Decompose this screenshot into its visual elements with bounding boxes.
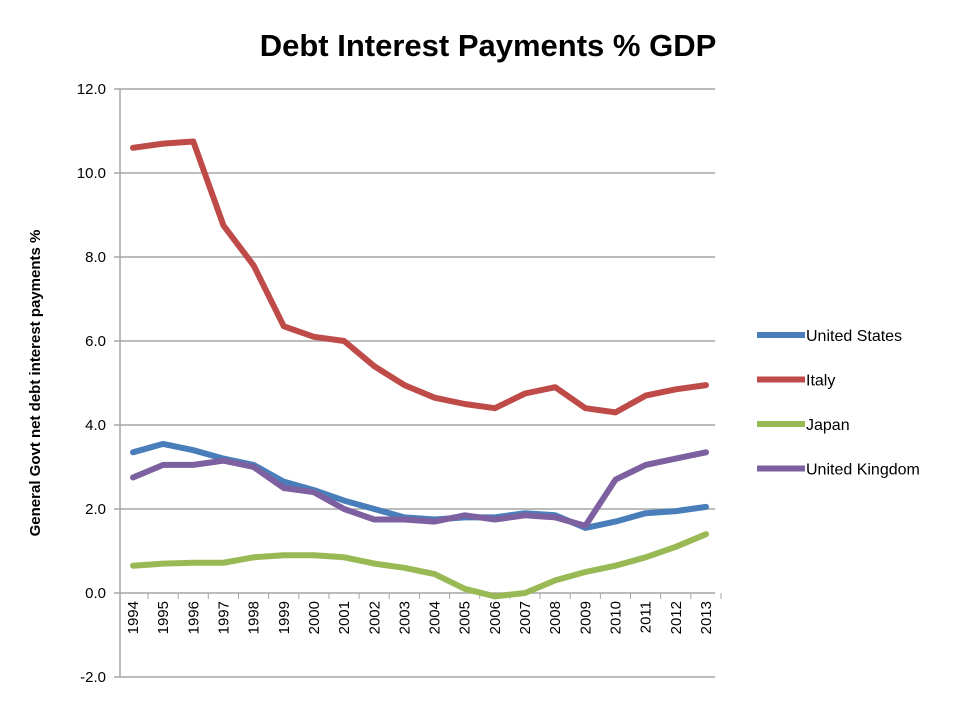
chart-title: Debt Interest Payments % GDP xyxy=(260,28,717,63)
y-tick-label: 6.0 xyxy=(85,333,106,350)
y-tick-label: 10.0 xyxy=(77,165,106,182)
series-line-united-states xyxy=(130,440,709,531)
y-tick-label: 2.0 xyxy=(85,501,106,518)
x-tick-label: 2007 xyxy=(517,601,534,634)
x-tick-label: 1999 xyxy=(276,601,293,634)
series-line-japan xyxy=(130,531,709,600)
series-line-italy xyxy=(130,138,709,416)
x-tick-label: 1997 xyxy=(215,601,232,634)
x-tick-label: 1998 xyxy=(246,601,263,634)
x-tick-label: 2000 xyxy=(306,601,323,634)
y-axis-label: General Govt net debt interest payments … xyxy=(27,230,44,537)
x-tick-label: 2005 xyxy=(457,601,474,634)
x-tick-label: 2008 xyxy=(547,601,564,634)
x-tick-label: 2004 xyxy=(427,601,444,634)
x-tick-label: 2013 xyxy=(698,601,715,634)
x-tick-label: 2003 xyxy=(396,601,413,634)
x-tick-label: 2001 xyxy=(336,601,353,634)
legend-label: Japan xyxy=(806,417,850,434)
x-tick-label: 1994 xyxy=(125,601,142,634)
series-line-united-kingdom xyxy=(130,449,709,529)
y-tick-label: 8.0 xyxy=(85,249,106,266)
x-tick-label: 2010 xyxy=(608,601,625,634)
x-tick-label: 2006 xyxy=(487,601,504,634)
legend-label: United Kingdom xyxy=(806,462,920,479)
legend-label: United States xyxy=(806,328,902,345)
y-tick-label: 12.0 xyxy=(77,81,106,98)
x-tick-label: 1995 xyxy=(155,601,172,634)
x-tick-label: 2011 xyxy=(638,601,655,633)
y-tick-label: 4.0 xyxy=(85,417,106,434)
x-tick-label: 2012 xyxy=(668,601,685,634)
y-tick-label: 0.0 xyxy=(85,585,106,602)
x-tick-label: 2009 xyxy=(577,601,594,634)
y-tick-label: -2.0 xyxy=(80,669,106,686)
x-tick-label: 2002 xyxy=(366,601,383,634)
x-tick-label: 1996 xyxy=(185,601,202,634)
legend-label: Italy xyxy=(806,373,835,390)
